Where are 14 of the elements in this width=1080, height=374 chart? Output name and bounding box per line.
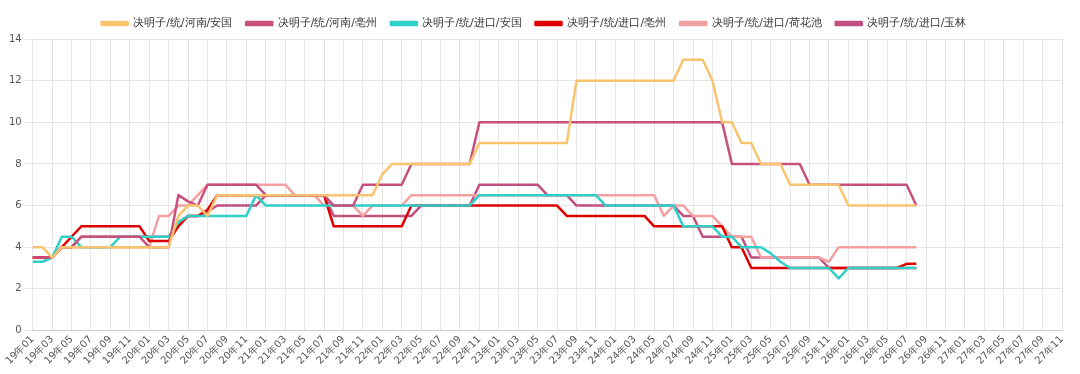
y-tick-label: 4 <box>15 240 22 252</box>
legend-label: 决明子/统/进口/荷花池 <box>711 16 822 30</box>
legend-label: 决明子/统/进口/安国 <box>422 16 522 30</box>
y-tick-label: 2 <box>15 282 22 294</box>
y-tick-label: 6 <box>15 199 22 211</box>
y-tick-label: 12 <box>8 74 22 86</box>
legend-label: 决明子/统/河南/安国 <box>133 16 233 30</box>
y-tick-label: 8 <box>15 157 22 169</box>
y-tick-label: 10 <box>8 115 22 127</box>
y-tick-label: 14 <box>8 32 22 44</box>
legend-label: 决明子/统/进口/亳州 <box>567 16 667 30</box>
legend-label: 决明子/统/进口/玉林 <box>867 16 967 30</box>
legend-label: 决明子/统/河南/亳州 <box>277 16 377 30</box>
y-tick-label: 0 <box>15 324 22 336</box>
